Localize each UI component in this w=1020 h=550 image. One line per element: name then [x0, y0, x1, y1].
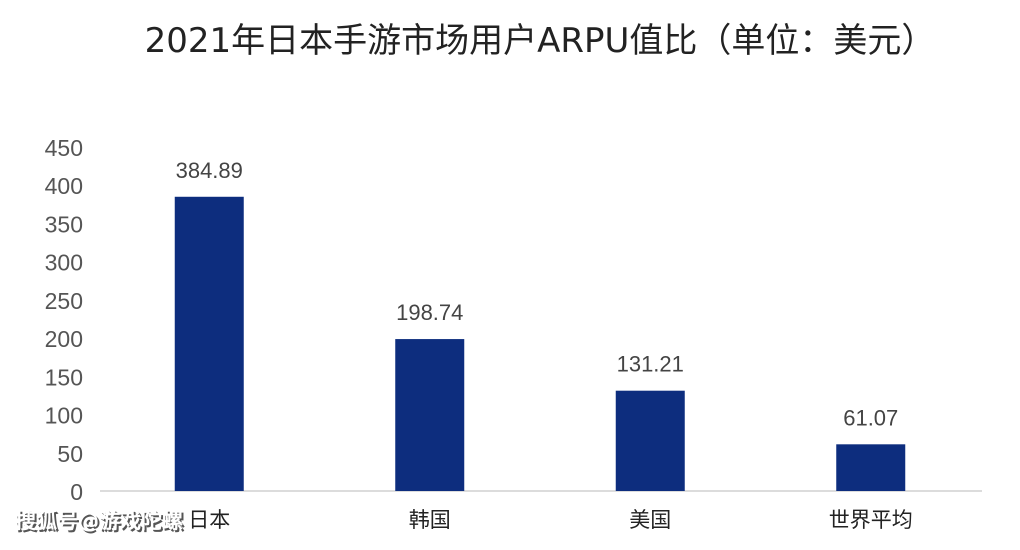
y-axis: 0 50 100 150 200 250 300 350 400 450	[45, 135, 83, 505]
x-tick-label: 美国	[629, 508, 671, 532]
bar	[836, 444, 906, 491]
x-tick-label: 韩国	[409, 508, 451, 532]
y-tick-label: 50	[57, 441, 83, 467]
data-label: 131.21	[617, 352, 684, 377]
y-tick-label: 0	[70, 479, 83, 505]
y-tick-label: 150	[45, 364, 83, 390]
category-labels-group: 日本 韩国 美国 世界平均	[188, 508, 913, 532]
y-tick-label: 350	[45, 211, 83, 237]
watermark-shadow: 搜狐号@游戏陀螺	[17, 511, 185, 535]
data-label: 61.07	[843, 405, 898, 430]
chart-title: 2021年日本手游市场用户ARPU值比（单位：美元）	[145, 21, 936, 61]
y-tick-label: 250	[45, 288, 83, 314]
x-tick-label: 日本	[188, 508, 230, 532]
x-tick-label: 世界平均	[829, 508, 913, 532]
bar	[615, 390, 685, 491]
bars-group	[174, 196, 906, 491]
y-tick-label: 300	[45, 250, 83, 276]
data-label: 384.89	[176, 158, 243, 183]
y-tick-label: 200	[45, 326, 83, 352]
watermark: 搜狐号@游戏陀螺	[15, 509, 183, 533]
y-tick-label: 400	[45, 173, 83, 199]
y-tick-label: 450	[45, 135, 83, 161]
bar	[395, 339, 465, 491]
y-tick-label: 100	[45, 403, 83, 429]
bar	[174, 196, 244, 491]
data-label: 198.74	[396, 300, 463, 325]
value-labels-group: 384.89 198.74 131.21 61.07	[176, 158, 899, 431]
